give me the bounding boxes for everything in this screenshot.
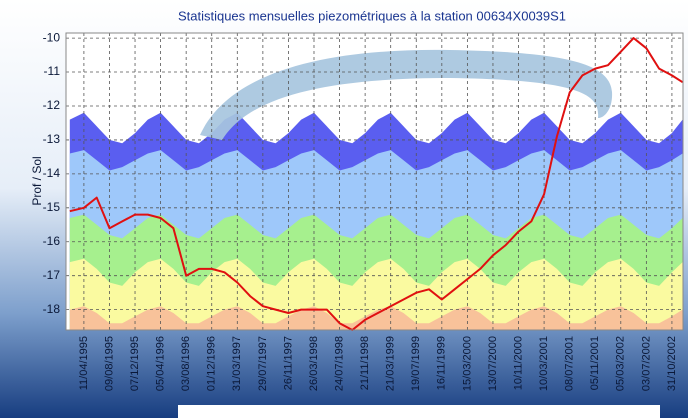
y-tick-label: -13 (43, 132, 61, 146)
x-tick-label: 21/11/1998 (359, 336, 371, 390)
x-tick-label: 15/03/2000 (461, 336, 473, 391)
chart-title: Statistiques mensuelles piezométriques à… (178, 8, 566, 23)
x-tick-label: 31/03/1997 (231, 336, 243, 391)
x-tick-label: 11/04/1995 (78, 336, 90, 390)
x-tick-label: 05/03/2002 (615, 336, 627, 391)
x-tick-label: 19/07/1999 (410, 336, 422, 391)
y-tick-label: -16 (43, 234, 61, 248)
x-tick-label: 10/11/2000 (512, 336, 524, 390)
y-tick-label: -14 (43, 166, 61, 180)
x-tick-label: 29/07/1997 (257, 336, 269, 391)
x-tick-label: 07/12/1995 (129, 336, 141, 391)
y-tick-label: -15 (43, 200, 61, 214)
series-line (69, 37, 684, 331)
x-tick-label: 26/03/1998 (308, 336, 320, 391)
y-tick-label: -10 (43, 30, 61, 44)
x-tick-label: 03/08/1996 (180, 336, 192, 391)
x-tick-label: 01/12/1996 (206, 336, 218, 391)
bands (69, 112, 683, 330)
x-tick-label: 24/07/1998 (333, 336, 345, 391)
y-axis-label: Prof / Sol (30, 156, 44, 205)
x-tick-label: 08/07/2001 (564, 336, 576, 391)
y-tick-label: -12 (43, 98, 61, 112)
x-tick-label: 05/11/2001 (589, 336, 601, 390)
footer-box (178, 405, 660, 418)
grid (66, 33, 683, 330)
x-tick-label: 13/07/2000 (487, 336, 499, 391)
lines (69, 37, 684, 331)
y-tick-label: -17 (43, 268, 61, 282)
plot-border (65, 32, 684, 331)
band-area (69, 306, 683, 330)
y-tick-label: -18 (43, 302, 61, 316)
x-tick-label: 21/03/1999 (385, 336, 397, 391)
x-tick-label: 26/11/1997 (282, 336, 294, 390)
axes: -10 -11 -12 -13 -14 -15 -16 -17 -18 11/04/1995 09/… (43, 30, 678, 391)
x-tick-label: 05/04/1996 (155, 336, 167, 391)
decoration-arc (200, 49, 613, 140)
x-tick-label: 10/03/2001 (538, 336, 550, 391)
x-tick-label: 09/08/1995 (103, 336, 115, 391)
x-tick-label: 31/10/2002 (666, 336, 678, 391)
x-tick-label: 16/11/1999 (436, 336, 448, 390)
y-tick-label: -11 (44, 64, 61, 78)
x-tick-label: 03/07/2002 (640, 336, 652, 391)
